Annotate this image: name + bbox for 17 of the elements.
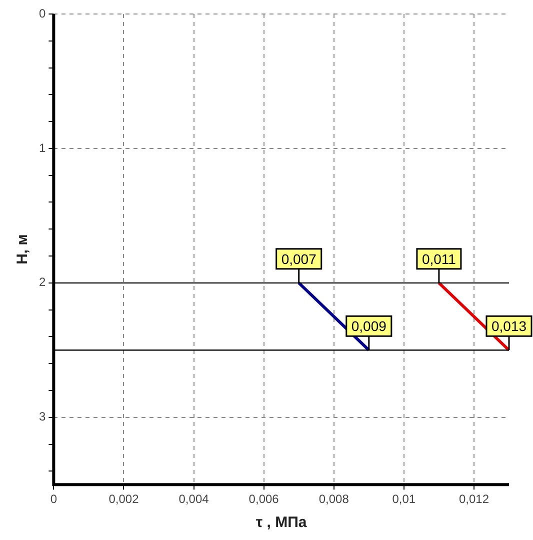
annotation: 0,013 (491, 318, 527, 334)
y-tick-label: 1 (38, 140, 46, 155)
y-tick-label: 3 (38, 410, 46, 424)
x-tick-label: 0,004 (178, 492, 210, 506)
y-tick-label: 0 (38, 6, 46, 20)
x-tick-label: 0 (50, 492, 58, 506)
x-tick-label: 0,01 (392, 492, 416, 506)
x-tick-label: 0,002 (108, 492, 140, 506)
annotation: 0,011 (422, 250, 456, 267)
x-tick-label: 0,006 (248, 492, 280, 506)
x-axis-title: τ , МПа (256, 514, 308, 532)
x-tick-label: 0,012 (458, 492, 490, 506)
y-axis-title: H, м (14, 234, 32, 264)
annotation: 0,007 (281, 250, 317, 267)
y-tick-label: 2 (38, 275, 46, 290)
x-tick-label: 0,008 (318, 492, 350, 506)
annotation: 0,009 (351, 318, 387, 334)
